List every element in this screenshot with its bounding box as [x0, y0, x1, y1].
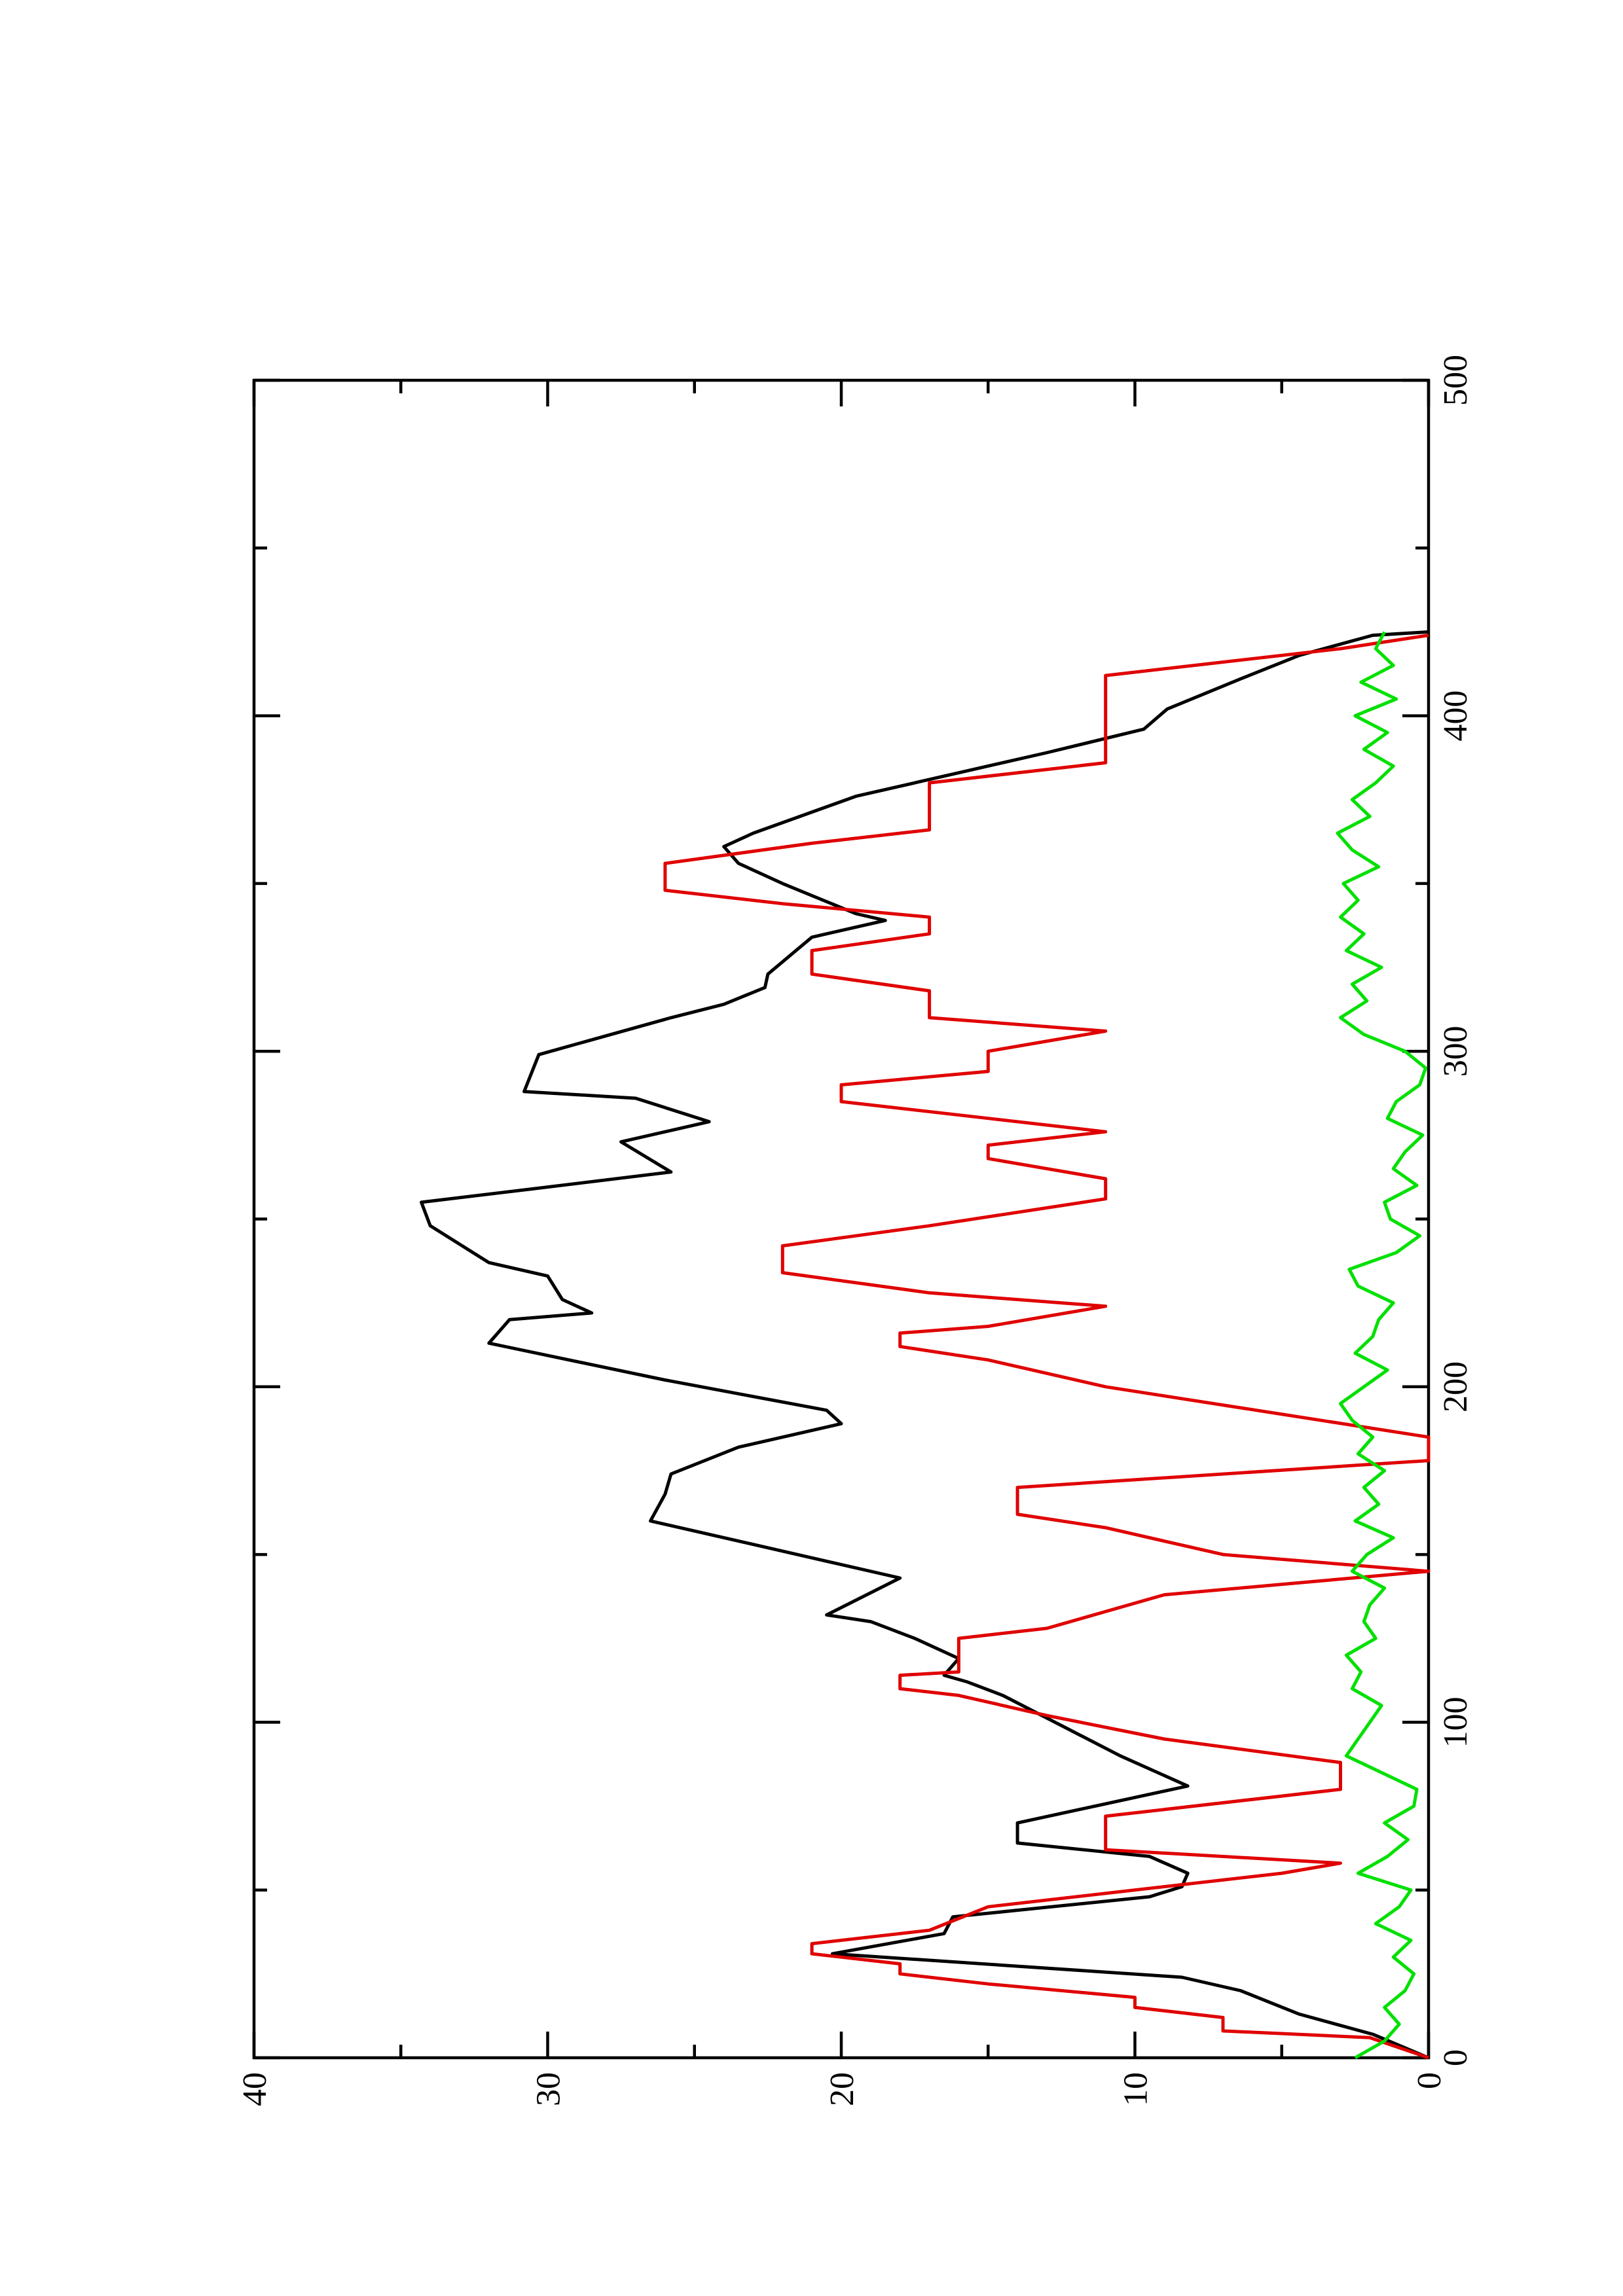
x-tick-label: 200 [1437, 1361, 1474, 1412]
y-tick-label: 0 [1411, 2072, 1448, 2089]
x-tick-label: 100 [1437, 1696, 1474, 1748]
x-tick-label: 300 [1437, 1026, 1474, 1077]
x-tick-label: 500 [1437, 355, 1474, 406]
data-line [663, 634, 1431, 2060]
y-tick-label: 40 [236, 2072, 274, 2106]
x-tick-label: 0 [1437, 2049, 1474, 2066]
x-tick-label: 400 [1437, 691, 1474, 742]
plot-area: 0 100 200 300 400 500 0 10 20 30 40 [236, 355, 1474, 2106]
y-tick-label: 30 [530, 2072, 568, 2106]
y-tick-label: 10 [1118, 2072, 1155, 2106]
y-tick-label: 20 [824, 2072, 861, 2106]
data-line [1336, 631, 1427, 2060]
data-line [420, 630, 1429, 2060]
